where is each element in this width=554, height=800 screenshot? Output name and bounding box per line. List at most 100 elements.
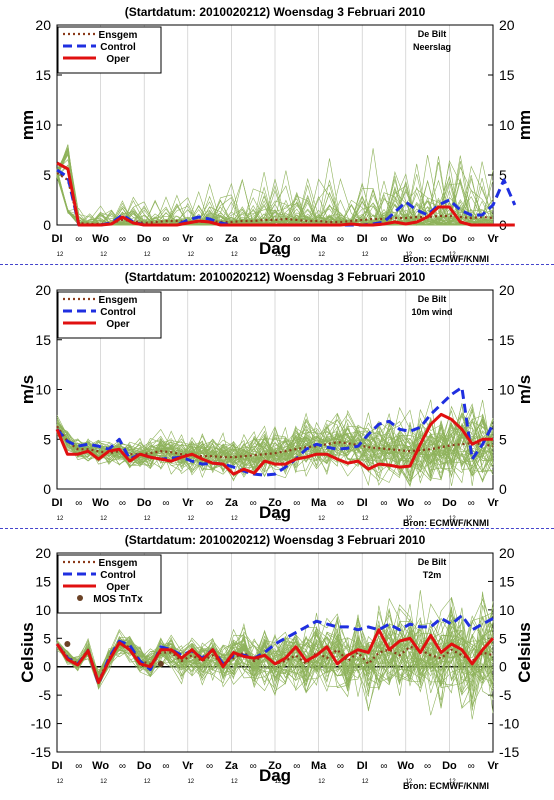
x-sub-tick-label: 12 [449,516,456,522]
x-midday-mark: ∞ [380,498,387,509]
y-tick-label-left: 5 [43,167,51,183]
x-midday-mark: ∞ [75,234,82,245]
x-tick-label: Ma [311,497,327,509]
y-axis-label-right: m/s [515,375,534,404]
oper-line [56,161,515,227]
source-credit: Bron: ECMWF/KNMI [403,518,489,528]
oper-line [55,412,493,476]
x-tick-label: Za [225,233,239,245]
x-midday-mark: ∞ [119,761,126,772]
x-sub-tick-label: 12 [362,516,369,522]
ensemble-member-line [56,626,494,720]
x-tick-label: Do [137,233,152,245]
x-sub-tick-label: 12 [231,779,238,785]
ensemble-member-line [56,635,494,709]
variable-label: T2m [423,570,442,580]
ensemble-members [56,590,494,720]
legend-label-oper: Oper [106,319,129,330]
legend-label-control: Control [100,42,136,53]
y-tick-label-right: 0 [499,659,507,675]
x-midday-mark: ∞ [162,234,169,245]
variable-label: 10m wind [411,307,452,317]
y-tick-label-left: 0 [43,481,51,497]
y-tick-label-right: -15 [499,744,519,760]
x-midday-mark: ∞ [424,761,431,772]
x-sub-tick-label: 12 [187,516,194,522]
x-midday-mark: ∞ [119,498,126,509]
x-axis-label: Dag [259,503,291,522]
x-sub-tick-label: 12 [362,252,369,258]
y-tick-label-left: 0 [43,659,51,675]
legend-label-control: Control [100,570,136,581]
ensemble-member-line [56,419,494,486]
control-line [55,614,494,686]
legend-label-mos: MOS TnTx [93,594,143,605]
x-sub-tick-label: 12 [144,516,151,522]
chart-title: (Startdatum: 2010020212) Woensdag 3 Febr… [125,533,426,547]
source-credit: Bron: ECMWF/KNMI [403,781,489,791]
x-midday-mark: ∞ [468,234,475,245]
x-midday-mark: ∞ [162,761,169,772]
legend-label-control: Control [100,307,136,318]
x-midday-mark: ∞ [380,234,387,245]
y-axis-label-right: Celsius [515,622,534,682]
x-tick-label: DI [52,233,63,245]
x-axis-label: Dag [259,239,291,258]
x-midday-mark: ∞ [250,234,257,245]
ensemble-member-line [56,422,494,479]
y-tick-label-left: 10 [35,382,51,398]
legend-box [57,291,162,339]
y-tick-label-left: 0 [43,217,51,233]
x-tick-label: DI [52,760,63,772]
x-midday-mark: ∞ [206,498,213,509]
x-sub-tick-label: 12 [144,252,151,258]
y-tick-label-left: 5 [43,630,51,646]
y-tick-label-right: 20 [499,282,515,298]
y-axis-label-left: mm [18,110,37,140]
x-midday-mark: ∞ [119,234,126,245]
ensgem-line [56,425,494,459]
y-tick-label-right: 15 [499,573,515,589]
mos-point [64,640,71,647]
chart-panel-3: (Startdatum: 2010020212) Woensdag 3 Febr… [18,533,534,791]
chart-title: (Startdatum: 2010020212) Woensdag 3 Febr… [125,5,426,19]
y-tick-label-right: 10 [499,602,515,618]
x-midday-mark: ∞ [293,498,300,509]
y-tick-label-right: 15 [499,332,515,348]
station-label: De Bilt [418,294,447,304]
y-tick-label-left: 10 [35,117,51,133]
x-tick-label: Do [442,760,457,772]
x-midday-mark: ∞ [206,761,213,772]
x-sub-tick-label: 12 [318,779,325,785]
x-sub-tick-label: 12 [318,516,325,522]
x-tick-label: Vr [182,760,194,772]
y-tick-label-right: -5 [499,687,512,703]
x-sub-tick-label: 12 [275,779,282,785]
mos-point [157,660,164,667]
x-midday-mark: ∞ [293,234,300,245]
plot-frame [56,552,494,753]
ensgem-line [56,172,494,226]
variable-label: Neerslag [413,42,451,52]
y-tick-label-right: 10 [499,117,515,133]
x-midday-mark: ∞ [250,761,257,772]
y-tick-label-left: 15 [35,332,51,348]
x-sub-tick-label: 12 [57,516,64,522]
x-midday-mark: ∞ [424,498,431,509]
control-line [55,386,495,477]
x-sub-tick-label: 12 [57,252,64,258]
x-sub-tick-label: 12 [100,779,107,785]
y-tick-label-right: 15 [499,67,515,83]
panel-separator [0,528,554,529]
x-sub-tick-label: 12 [449,252,456,258]
y-tick-label-left: -15 [31,744,51,760]
x-tick-label: Do [442,497,457,509]
legend-box [57,554,162,614]
x-tick-label: Za [225,497,239,509]
ensemble-member-line [56,168,494,226]
y-tick-label-right: 5 [499,630,507,646]
y-tick-label-right: 5 [499,431,507,447]
x-tick-label: Ma [311,233,327,245]
